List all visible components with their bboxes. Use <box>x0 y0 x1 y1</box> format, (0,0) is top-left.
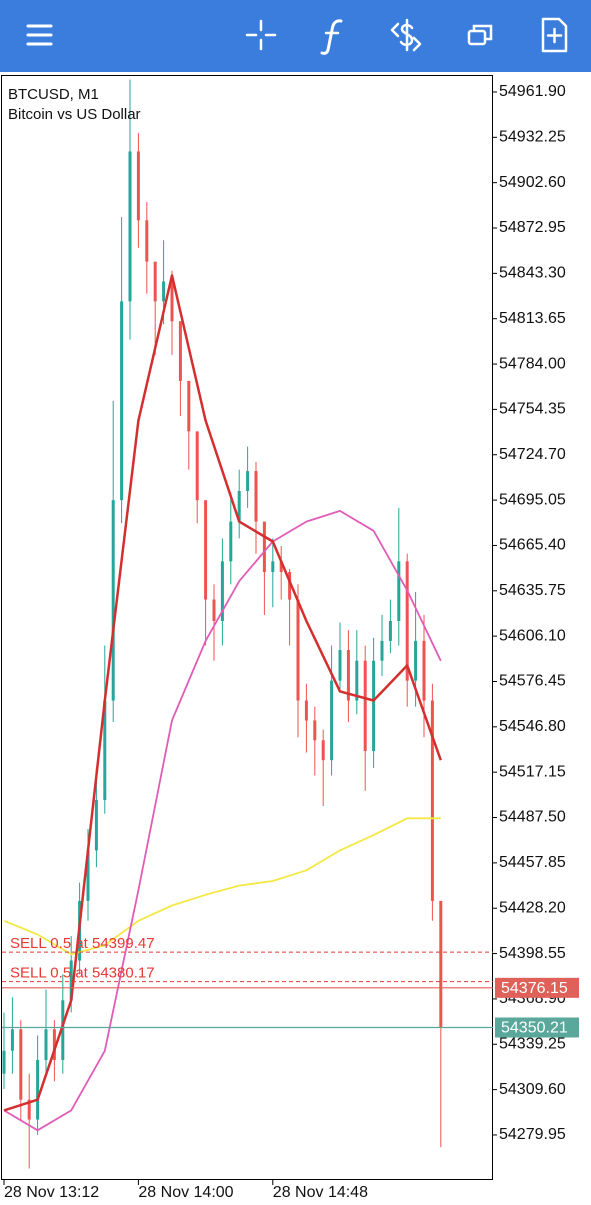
toolbar <box>0 0 591 72</box>
candle-body <box>145 220 149 262</box>
candle-body <box>170 281 174 322</box>
y-tick-label: 54576.45 <box>499 673 566 690</box>
x-tick-label: 28 Nov 14:00 <box>138 1184 233 1200</box>
candle-body <box>61 1000 65 1060</box>
candle-body <box>363 660 367 751</box>
candle-body <box>422 640 426 701</box>
trade-button[interactable] <box>390 18 422 52</box>
y-tick-label: 54517.15 <box>499 763 566 780</box>
candle-body <box>2 1050 6 1074</box>
candle-body <box>187 380 191 432</box>
y-tick-label: 54635.75 <box>499 582 566 599</box>
candle-body <box>313 720 317 741</box>
y-tick-label: 54398.55 <box>499 945 566 962</box>
y-tick-label: 54961.90 <box>499 83 566 100</box>
y-tick-label: 54724.70 <box>499 446 566 463</box>
symbol-label: BTCUSD, M1 <box>8 86 99 103</box>
candle-body <box>439 900 443 1028</box>
chart-frame <box>1 75 493 1180</box>
y-tick-label: 54606.10 <box>499 627 566 644</box>
candle-body <box>36 1059 40 1120</box>
candle-body <box>204 500 208 600</box>
candle-body <box>254 471 258 522</box>
x-tick-label: 28 Nov 14:48 <box>273 1184 368 1200</box>
price-label: 54350.21 <box>501 1020 568 1037</box>
candle-body <box>44 1029 48 1060</box>
order-label: SELL 0.5 at 54380.17 <box>10 965 155 982</box>
candle-body <box>338 650 342 681</box>
candle-body <box>52 1029 56 1060</box>
y-tick-label: 54279.95 <box>499 1126 566 1143</box>
candle-body <box>111 500 115 701</box>
y-tick-label: 54843.30 <box>499 265 566 282</box>
y-tick-label: 54457.85 <box>499 854 566 871</box>
candle-body <box>296 599 300 701</box>
moving-average-line <box>3 274 442 1112</box>
candle-body <box>212 599 216 621</box>
symbol-description: Bitcoin vs US Dollar <box>8 106 141 123</box>
candle-body <box>94 799 98 851</box>
candle-body <box>246 471 250 491</box>
candle-body <box>120 301 124 501</box>
candle-body <box>69 960 73 1001</box>
y-tick-label: 54784.00 <box>499 355 566 372</box>
y-tick-label: 54932.25 <box>499 129 566 146</box>
candle-body <box>380 640 384 661</box>
candle-body <box>19 1029 23 1100</box>
y-tick-label: 54546.80 <box>499 718 566 735</box>
candle-body <box>128 151 132 302</box>
candle-body <box>262 521 266 573</box>
candle-body <box>86 850 90 901</box>
candle-body <box>405 561 409 681</box>
plot-area: SELL 0.5 at 54399.47 SELL 0.5 at 54380.17 <box>2 79 493 1169</box>
candle-body <box>162 281 166 302</box>
candle-body <box>195 431 199 501</box>
candle-body <box>355 660 359 701</box>
windows-button[interactable] <box>467 24 493 46</box>
candle-body <box>414 640 418 681</box>
candle-body <box>430 700 434 901</box>
candle-body <box>178 321 182 381</box>
price-label-box <box>495 1017 579 1038</box>
candle-body <box>372 660 376 751</box>
y-tick-label: 54487.50 <box>499 809 566 826</box>
y-tick-label: 54309.60 <box>499 1081 566 1098</box>
candle-body <box>10 1029 14 1051</box>
moving-average-line <box>3 510 442 1132</box>
candle-body <box>321 740 325 761</box>
candle-body <box>388 621 392 641</box>
candle-body <box>153 261 157 302</box>
price-label: 54376.15 <box>501 980 568 997</box>
candle-body <box>220 561 224 621</box>
x-tick-label: 28 Nov 13:12 <box>4 1184 99 1200</box>
candle-body <box>237 491 241 522</box>
indicators-button[interactable] <box>320 19 343 55</box>
candle-body <box>103 700 107 800</box>
crosshair-button[interactable] <box>245 19 277 51</box>
menu-button[interactable] <box>26 24 53 46</box>
y-tick-label: 54695.05 <box>499 491 566 508</box>
candle-body <box>288 572 292 600</box>
y-tick-label: 54754.35 <box>499 401 566 418</box>
y-tick-label: 54339.25 <box>499 1035 566 1052</box>
y-tick-label: 54665.40 <box>499 537 566 554</box>
y-tick-label: 54902.60 <box>499 174 566 191</box>
candle-body <box>136 151 140 221</box>
candle-body <box>279 561 283 573</box>
price-label-box <box>495 977 579 998</box>
y-tick-label: 54428.20 <box>499 899 566 916</box>
candle-body <box>397 561 401 621</box>
candle-body <box>27 1099 31 1120</box>
candle-body <box>271 561 275 573</box>
new-order-button[interactable] <box>541 17 568 53</box>
y-tick-label: 54872.95 <box>499 219 566 236</box>
candle-body <box>229 521 233 562</box>
candle-body <box>304 700 308 721</box>
candle-body <box>346 650 350 701</box>
candle-body <box>330 680 334 761</box>
order-label: SELL 0.5 at 54399.47 <box>10 935 155 952</box>
y-tick-label: 54813.65 <box>499 310 566 327</box>
